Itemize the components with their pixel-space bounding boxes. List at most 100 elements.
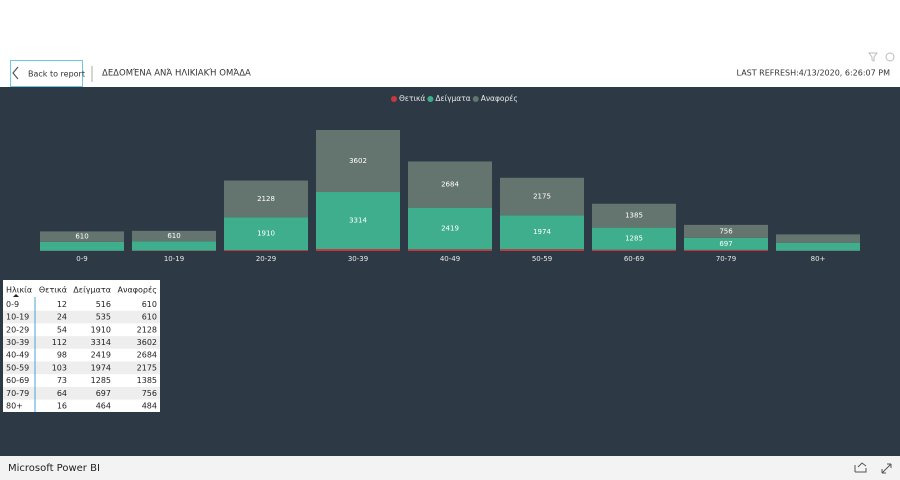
bar-segment — [500, 215, 584, 250]
legend-label: Δείγματα — [435, 94, 470, 103]
table-cell: 516 — [96, 300, 111, 309]
bar-segment — [316, 192, 400, 250]
table-cell: 54 — [57, 325, 67, 334]
table-cell: 610 — [142, 313, 157, 322]
data-label: 756 — [719, 227, 733, 235]
data-label: 610 — [167, 232, 180, 240]
page-title: ΔΕΔΟΜΈΝΑ ΑΝΆ ΗΛΙΚΙΑΚΉ ΟΜΆΔΑ — [102, 68, 251, 79]
table-cell: 12 — [57, 300, 67, 309]
table-row-band — [3, 310, 160, 324]
legend-label: Θετικά — [399, 94, 425, 103]
table-cell: 50-59 — [6, 363, 29, 372]
table-cell: 64 — [57, 389, 67, 398]
bar-segment — [408, 161, 492, 208]
bar-segment — [500, 249, 584, 251]
back-chevron — [12, 66, 19, 80]
table-row-band — [3, 386, 160, 400]
brand: Microsoft Power BI — [8, 463, 100, 474]
data-label: 3602 — [349, 157, 367, 165]
data-label: 2419 — [441, 224, 459, 232]
table-cell: 3602 — [137, 338, 157, 347]
bar-segment — [776, 234, 860, 243]
data-label: 1285 — [625, 235, 643, 243]
table-cell: 112 — [52, 338, 67, 347]
table-cell: 20-29 — [6, 325, 29, 334]
data-label: 2684 — [441, 181, 459, 189]
bar-segment — [684, 249, 768, 251]
sort-arrow — [13, 294, 19, 297]
back-label: Back to report — [28, 70, 85, 79]
data-label: 2128 — [257, 195, 275, 203]
data-label: 2175 — [533, 193, 551, 201]
table-cell: 103 — [52, 363, 67, 372]
table-cell: 1910 — [91, 325, 111, 334]
top-bar — [0, 0, 900, 87]
bar-segment — [500, 177, 584, 216]
x-tick-label: 10-19 — [164, 255, 184, 263]
table-cell: 464 — [96, 401, 111, 410]
table-cell: 1385 — [137, 376, 157, 385]
bar-segment — [132, 241, 216, 251]
table-cell: 73 — [57, 376, 67, 385]
table-cell: 535 — [96, 313, 111, 322]
x-tick-label: 70-79 — [716, 255, 736, 263]
table-cell: 1974 — [91, 363, 111, 372]
data-label: 1974 — [533, 228, 551, 236]
table-cell: 484 — [142, 401, 157, 410]
data-label: 697 — [719, 240, 732, 248]
bar-segment — [592, 203, 676, 228]
bar-segment — [40, 241, 124, 251]
table-cell: 0-9 — [6, 300, 19, 309]
data-label: 3314 — [349, 217, 367, 225]
table-cell: 98 — [57, 351, 67, 360]
table-header: Ηλικία — [6, 286, 32, 295]
table-cell: 60-69 — [6, 376, 29, 385]
table-cell: 2175 — [137, 363, 157, 372]
focus-icon[interactable] — [885, 52, 895, 62]
data-label: 1385 — [625, 212, 643, 220]
table-cell: 40-49 — [6, 351, 29, 360]
x-tick-label: 0-9 — [76, 255, 87, 263]
bar-segment — [40, 231, 124, 242]
table-cell: 3314 — [91, 338, 111, 347]
table-cell: 697 — [96, 389, 111, 398]
table-cell: 1285 — [91, 376, 111, 385]
table-cell: 30-39 — [6, 338, 29, 347]
table-cell: 10-19 — [6, 313, 29, 322]
table-cell: 24 — [57, 313, 67, 322]
legend-label: Αναφορές — [481, 94, 518, 103]
table-cell: 70-79 — [6, 389, 29, 398]
bar-segment — [684, 224, 768, 238]
table-cell: 756 — [142, 389, 157, 398]
x-tick-label: 50-59 — [532, 255, 552, 263]
x-tick-label: 80+ — [811, 255, 826, 263]
x-tick-label: 30-39 — [348, 255, 368, 263]
fullscreen-icon[interactable] — [881, 463, 892, 474]
share-icon[interactable] — [854, 462, 867, 473]
x-tick-label: 20-29 — [256, 255, 276, 263]
legend-marker — [427, 96, 434, 102]
bar-segment — [408, 249, 492, 251]
filter-icon[interactable] — [868, 52, 878, 62]
table-row-band — [3, 336, 160, 349]
bar-segment — [592, 249, 676, 251]
bar-segment — [684, 237, 768, 250]
table-row-band — [3, 361, 160, 375]
bar-segment — [224, 250, 308, 251]
last-refresh: LAST REFRESH:4/13/2020, 6:26:07 PM — [737, 69, 891, 78]
table-header: Αναφορές — [118, 285, 157, 295]
table-cell: 16 — [57, 401, 67, 410]
legend-marker — [472, 96, 479, 102]
table-header: Δείγματα — [73, 286, 111, 295]
bar-segment — [316, 249, 400, 251]
back-button[interactable] — [10, 60, 83, 87]
table-cell: 2684 — [137, 351, 157, 360]
table-header: Θετικά — [39, 286, 67, 295]
x-tick-label: 40-49 — [440, 255, 460, 263]
table-cell: 2128 — [137, 325, 157, 334]
table-cell: 2419 — [91, 351, 111, 360]
bar-segment — [408, 207, 492, 250]
bar-segment — [224, 180, 308, 218]
